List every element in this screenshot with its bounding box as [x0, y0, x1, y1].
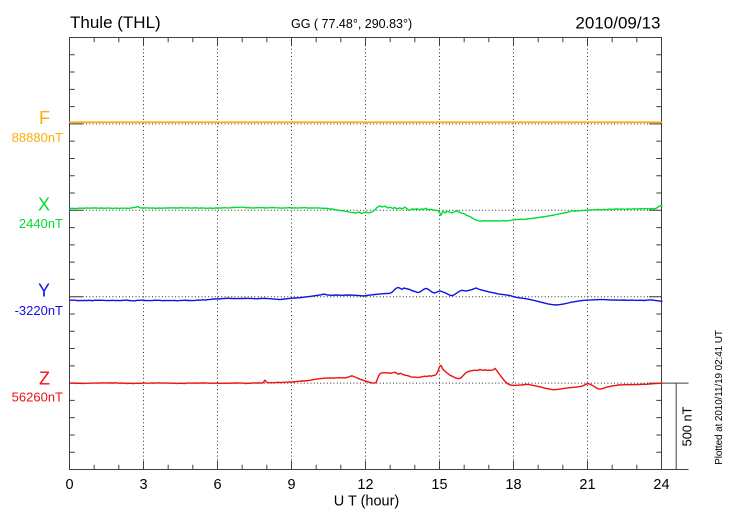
- svg-text:88880nT: 88880nT: [12, 130, 63, 145]
- svg-text:-3220nT: -3220nT: [15, 303, 63, 318]
- svg-text:3: 3: [139, 477, 147, 493]
- svg-text:Plotted at 2010/11/19 02:41 UT: Plotted at 2010/11/19 02:41 UT: [714, 330, 725, 465]
- svg-text:Thule (THL): Thule (THL): [70, 13, 161, 32]
- svg-text:9: 9: [287, 477, 295, 493]
- svg-text:18: 18: [505, 477, 521, 493]
- svg-text:21: 21: [579, 477, 595, 493]
- svg-text:F: F: [39, 108, 50, 128]
- svg-text:6: 6: [213, 477, 221, 493]
- svg-text:0: 0: [65, 477, 73, 493]
- svg-text:15: 15: [431, 477, 447, 493]
- svg-text:2010/09/13: 2010/09/13: [575, 14, 660, 33]
- svg-text:GG ( 77.48°, 290.83°): GG ( 77.48°, 290.83°): [291, 17, 412, 31]
- svg-text:2440nT: 2440nT: [19, 216, 63, 231]
- svg-text:X: X: [38, 195, 50, 215]
- svg-text:12: 12: [357, 477, 373, 493]
- svg-text:56260nT: 56260nT: [12, 389, 63, 404]
- svg-text:Z: Z: [39, 368, 50, 388]
- svg-text:U T (hour): U T (hour): [334, 494, 400, 510]
- svg-text:24: 24: [653, 477, 669, 493]
- svg-text:Y: Y: [38, 281, 50, 301]
- svg-text:500 nT: 500 nT: [680, 406, 695, 446]
